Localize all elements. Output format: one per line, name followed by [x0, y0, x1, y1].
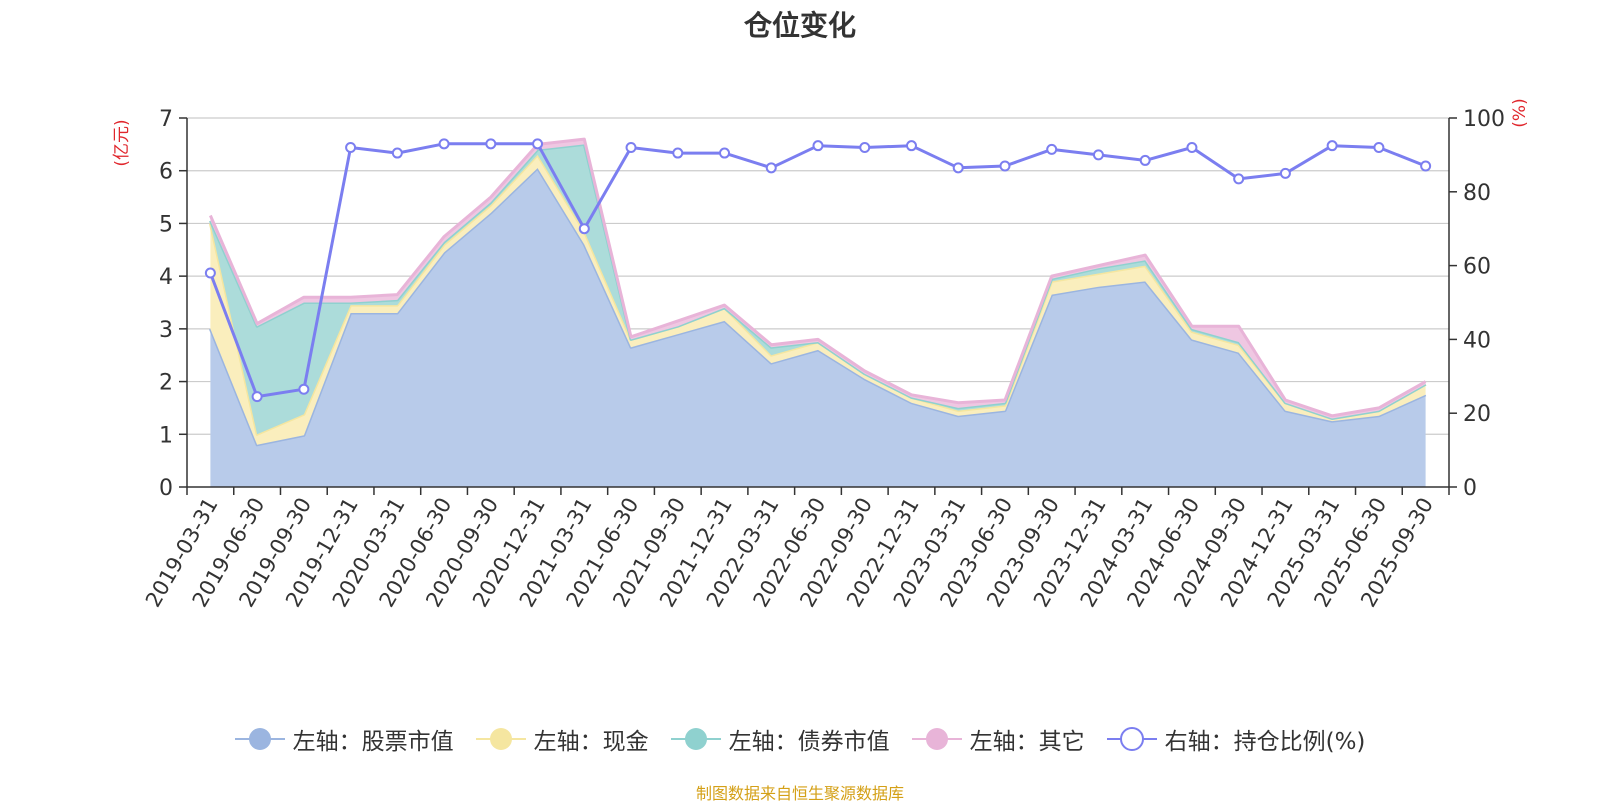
source-note: 制图数据来自恒生聚源数据库 [695, 784, 904, 803]
legend-item[interactable]: 左轴：其它 [911, 722, 1085, 756]
legend-item[interactable]: 左轴：现金 [475, 722, 649, 756]
y-right-tick-label: 100 [1463, 107, 1505, 132]
ratio-point [812, 140, 824, 152]
legend-item[interactable]: 右轴：持仓比例(%) [1106, 722, 1366, 756]
chart-title: 仓位变化 [743, 9, 856, 42]
legend-marker-icon [234, 728, 285, 750]
legend-item[interactable]: 左轴：债券市值 [670, 722, 890, 756]
ratio-point [251, 391, 263, 403]
ratio-point [859, 142, 871, 154]
legend: 左轴：股票市值 左轴：现金 左轴：债券市值 左轴：其它 右轴：持仓比例(%) [0, 722, 1600, 756]
y-left-tick-label: 6 [159, 160, 173, 185]
ratio-point [765, 162, 777, 174]
ratio-point [1046, 143, 1058, 155]
legend-marker-icon [670, 728, 721, 750]
ratio-point [345, 142, 357, 154]
legend-label: 左轴：其它 [969, 729, 1085, 755]
ratio-line [204, 138, 1432, 403]
legend-label: 左轴：现金 [533, 729, 649, 755]
y-left-tick-label: 4 [159, 265, 173, 290]
legend-label: 左轴：股票市值 [292, 729, 454, 755]
y-left-tick-label: 3 [159, 318, 173, 343]
legend-label: 左轴：债券市值 [728, 729, 890, 755]
legend-marker-icon [1106, 727, 1157, 751]
legend-label: 右轴：持仓比例(%) [1164, 729, 1366, 755]
ratio-point [999, 160, 1011, 172]
area-band [210, 168, 1426, 487]
ratio-point [1233, 173, 1245, 185]
y-left-tick-label: 1 [159, 423, 173, 448]
y-left-tick-label: 2 [159, 371, 173, 396]
ratio-point [1373, 142, 1385, 154]
area-edge [209, 137, 1427, 418]
ratio-point [204, 267, 216, 279]
legend-item[interactable]: 左轴：股票市值 [234, 722, 454, 756]
ratio-point [1139, 154, 1151, 166]
ratio-point [625, 142, 637, 154]
ratio-point [391, 147, 403, 159]
y-right-tick-label: 0 [1463, 476, 1477, 501]
legend-marker-icon [911, 728, 962, 750]
y-left-tick-label: 7 [159, 107, 173, 132]
legend-marker-icon [475, 728, 526, 750]
ratio-point [578, 223, 590, 235]
ratio-point [905, 140, 917, 152]
ratio-point [485, 138, 497, 150]
ratio-point [952, 162, 964, 174]
ratio-point [532, 138, 544, 150]
y-right-tick-label: 40 [1463, 328, 1491, 353]
ratio-point [298, 383, 310, 395]
y-right-tick-label: 60 [1463, 255, 1491, 280]
ratio-point [438, 138, 450, 150]
ratio-point [672, 147, 684, 159]
stacked-areas [208, 137, 1427, 487]
ratio-point [1326, 140, 1338, 152]
ratio-point [1186, 142, 1198, 154]
y-left-tick-label: 0 [159, 476, 173, 501]
ratio-point [1279, 167, 1291, 179]
ratio-point [1420, 160, 1432, 172]
y-left-tick-label: 5 [159, 212, 173, 237]
y-left-unit-label: (亿元) [112, 119, 132, 166]
y-right-tick-label: 20 [1463, 402, 1491, 427]
ratio-point [719, 147, 731, 159]
y-right-tick-label: 80 [1463, 181, 1491, 206]
y-right-unit-label: (%) [1510, 98, 1530, 127]
ratio-point [1092, 149, 1104, 161]
